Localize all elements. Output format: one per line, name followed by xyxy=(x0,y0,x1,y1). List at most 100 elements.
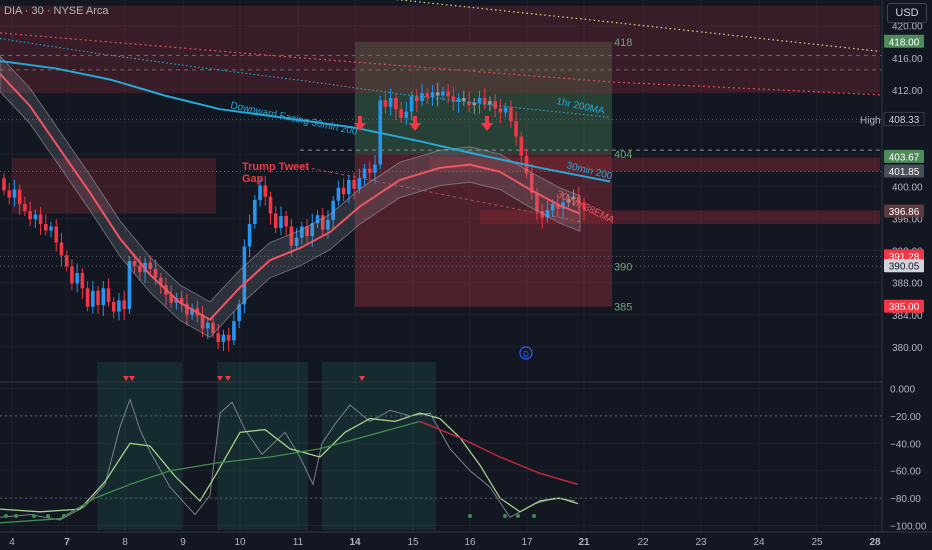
candle-body xyxy=(320,215,325,230)
price-badge-text: 403.67 xyxy=(889,152,920,163)
candle-body xyxy=(190,308,194,315)
time-tick-label: 24 xyxy=(753,537,765,548)
time-tick-label: 23 xyxy=(695,537,707,548)
candle-body xyxy=(310,223,315,237)
candle-body xyxy=(441,91,445,96)
candle-body xyxy=(226,334,231,341)
overbought-marker xyxy=(123,376,129,381)
candle-body xyxy=(420,93,424,102)
time-tick-label: 14 xyxy=(349,537,361,548)
candle-body xyxy=(7,190,12,198)
candle-body xyxy=(111,301,116,312)
stochastic-indicator xyxy=(0,376,882,524)
candle-body xyxy=(394,97,398,110)
candle-body xyxy=(315,215,320,224)
price-zone xyxy=(0,5,880,94)
downtrend-line xyxy=(0,32,881,96)
currency-button[interactable]: USD xyxy=(887,3,927,23)
candle-body xyxy=(535,192,539,212)
oversold-marker xyxy=(46,514,50,518)
price-badge-text: 418.00 xyxy=(889,37,920,48)
candle-body xyxy=(388,97,393,107)
time-tick-label: 4 xyxy=(9,537,15,548)
price-tick-label: 400.00 xyxy=(892,182,923,193)
price-badge-text: 401.85 xyxy=(889,167,920,178)
candle-body xyxy=(509,107,513,122)
dotted-trend-line xyxy=(394,0,881,53)
candle-body xyxy=(331,200,335,221)
candle-body xyxy=(435,92,440,96)
level-label: 385 xyxy=(614,302,632,314)
candle-body xyxy=(294,237,299,246)
time-axis[interactable]: 4 7 8 9 10 11 14 15 16 17 21 22 23 24 25 28 xyxy=(9,537,881,548)
candle-body xyxy=(85,288,90,307)
candle-body xyxy=(289,226,294,246)
level-label: 390 xyxy=(614,262,632,274)
indicator-axis[interactable]: 0.000 −20.00 −40.00 −60.00 −80.00 −100.00 xyxy=(890,384,927,532)
candle-body xyxy=(305,226,309,237)
candle-body xyxy=(414,96,419,102)
oversold-marker xyxy=(32,514,36,518)
price-tick-label: 412.00 xyxy=(892,86,923,97)
candle-body xyxy=(263,185,268,197)
down-arrow-stem xyxy=(358,116,362,124)
candle-body xyxy=(456,97,461,102)
candle-body xyxy=(336,187,341,201)
candle-body xyxy=(148,262,153,270)
candle-body xyxy=(472,102,477,106)
gap-annotation-text: Gap xyxy=(242,173,264,185)
price-badge-bg xyxy=(884,204,924,218)
price-badge-bg xyxy=(884,299,924,313)
candle-body xyxy=(106,288,111,302)
overbought-marker xyxy=(129,376,135,381)
candle-body xyxy=(91,290,95,307)
price-badge-text: 385.00 xyxy=(889,302,920,313)
candle-body xyxy=(2,178,6,191)
candle-body xyxy=(279,216,283,229)
time-tick-label: 8 xyxy=(122,537,128,548)
time-tick-label: 10 xyxy=(234,537,246,548)
price-tick-label: 420.00 xyxy=(892,22,923,33)
candle-body xyxy=(482,97,487,105)
indicator-tick-label: −60.00 xyxy=(890,467,921,478)
price-tick-label: 396.00 xyxy=(892,214,923,225)
oversold-marker xyxy=(503,514,507,518)
candle-body xyxy=(158,277,163,286)
price-zone xyxy=(12,158,216,214)
candle-body xyxy=(237,304,241,322)
stochastic-fast-line xyxy=(0,397,576,521)
candle-body xyxy=(96,290,100,306)
ma-30min-200-line xyxy=(0,60,611,183)
oversold-marker xyxy=(14,514,18,518)
candle-body xyxy=(200,315,205,329)
gap-annotation-text: Trump Tweet xyxy=(242,161,309,173)
candle-body xyxy=(576,196,581,203)
oversold-marker xyxy=(532,514,536,518)
stochastic-signal-red xyxy=(419,420,579,486)
candle-body xyxy=(300,226,304,238)
symbol-header[interactable]: DIA · 30 · NYSE Arca xyxy=(4,5,109,17)
time-tick-label: 15 xyxy=(407,537,419,548)
candle-body xyxy=(540,211,544,218)
zones-layer xyxy=(0,5,880,307)
high-badge-text: 408.33 xyxy=(889,115,920,126)
candle-body xyxy=(326,220,330,230)
candle-body xyxy=(493,101,497,109)
indicator-tick-label: −100.00 xyxy=(890,522,927,533)
candle-body xyxy=(341,187,346,195)
indicator-tick-label: 0.000 xyxy=(890,384,915,395)
candle-body xyxy=(362,168,367,179)
candle-body xyxy=(347,179,351,195)
overbought-marker xyxy=(217,376,223,381)
down-arrow-head xyxy=(481,123,493,131)
time-tick-label: 21 xyxy=(578,537,590,548)
price-zone xyxy=(355,154,612,307)
candle-body xyxy=(550,203,555,211)
candle-body xyxy=(44,224,48,231)
candle-body xyxy=(571,196,576,200)
time-tick-label: 28 xyxy=(869,537,881,548)
candle-body xyxy=(54,226,59,243)
down-arrow-head xyxy=(354,123,366,131)
overbought-marker xyxy=(359,376,365,381)
